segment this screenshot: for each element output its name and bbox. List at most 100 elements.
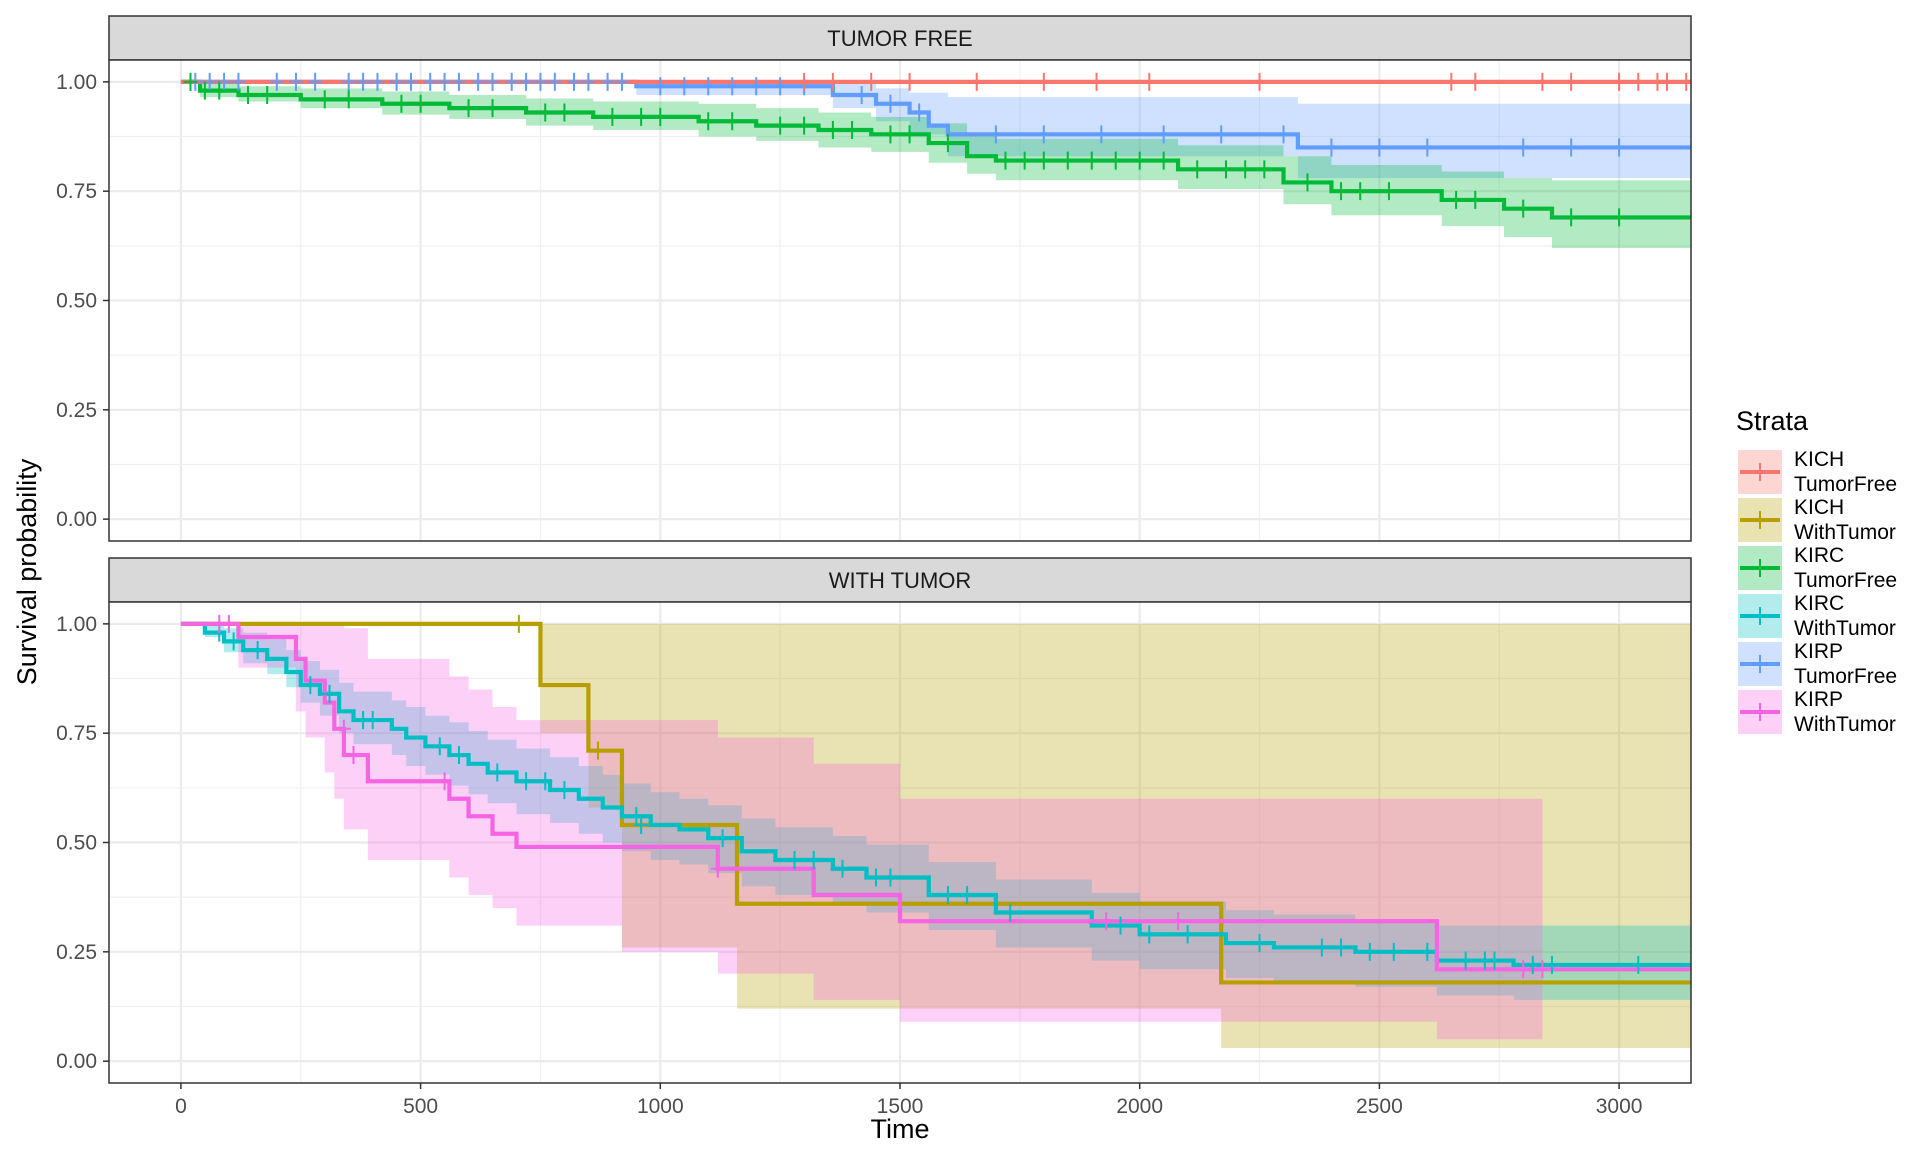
censor-mark [1525,955,1540,974]
censor-mark [197,81,212,100]
censor-mark [902,72,917,91]
censor-mark [1142,925,1157,944]
legend-label-line1: KIRC [1794,592,1844,615]
censor-mark [902,125,917,144]
y-tick-label: 1.00 [56,71,97,94]
censor-mark [519,772,534,791]
censor-mark [1420,942,1435,961]
censor-mark [701,77,716,96]
censor-mark [1353,182,1368,201]
censor-mark [221,614,236,633]
censor-mark [864,72,879,91]
strip-label-tumor-free: TUMOR FREE [827,26,972,51]
censor-mark [590,741,605,760]
censor-mark [511,614,526,633]
censor-mark [1252,934,1267,953]
censor-mark [485,72,500,91]
censor-mark [260,85,275,104]
censor-mark [797,72,812,91]
censor-mark [1017,151,1032,170]
x-axis-label: Time [871,1114,930,1144]
legend-label-line1: KICH [1794,448,1844,471]
censor-mark [1003,903,1018,922]
censor-mark [1036,151,1051,170]
censor-mark [389,72,404,91]
strip-tumor-free [108,15,1692,61]
censor-mark [365,711,380,730]
series-layer [180,614,1691,1049]
censor-mark [547,72,562,91]
censor-mark [317,90,332,109]
plot-area-with-tumor: 0.00 0.25 0.50 0.75 1.00 [56,601,1692,1084]
censor-mark [605,107,620,126]
censor-mark [538,772,553,791]
x-tick-label: 2000 [1116,1095,1163,1118]
censor-mark [1257,160,1272,179]
censor-mark [845,120,860,139]
censor-mark [1099,912,1114,931]
x-tick-label: 2500 [1356,1095,1403,1118]
y-tick-label: 0.50 [56,290,97,313]
censor-mark [1487,951,1502,970]
legend-label-line2: WithTumor [1794,521,1896,544]
ci-band-kirp-tumorfree [180,81,1691,179]
censor-mark [504,72,519,91]
censor-mark [1564,138,1579,157]
censor-mark [1544,955,1559,974]
censor-mark [634,816,649,835]
censor-mark [437,72,452,91]
censor-mark [710,859,725,878]
censor-mark [1468,190,1483,209]
censor-mark [1171,912,1186,931]
censor-mark [341,90,356,109]
censor-mark [912,103,927,122]
censor-mark [212,81,227,100]
censor-mark [1113,916,1128,935]
legend-label-line1: KIRC [1794,544,1844,567]
censor-mark [461,99,476,118]
censor-mark [432,737,447,756]
legend-key-cross [1753,607,1767,625]
legend-label-line1: KICH [1794,496,1844,519]
censor-mark [1372,138,1387,157]
censor-mark [1324,138,1339,157]
legend-key-cross [1753,703,1767,721]
y-tick-label: 0.00 [56,1050,97,1073]
censor-mark [226,632,241,651]
legend-label-line2: TumorFree [1794,473,1897,496]
censor-mark [1132,151,1147,170]
censor-mark [715,829,730,848]
km-line-kich-withtumor [180,621,1691,985]
censor-mark [1535,72,1550,91]
censor-mark [797,116,812,135]
censor-mark [490,763,505,782]
x-tick-label: 1500 [877,1095,924,1118]
legend-label-line1: KIRP [1794,688,1843,711]
censor-mark [1631,72,1646,91]
censor-mark [404,72,419,91]
censor-mark [725,77,740,96]
censor-mark [1660,72,1675,91]
censor-mark [653,107,668,126]
censor-mark [940,885,955,904]
censor-mark [1612,208,1627,227]
censor-mark [1060,151,1075,170]
strip-label-with-tumor: WITH TUMOR [829,568,972,593]
censor-mark [250,641,265,660]
censor-mark [1420,138,1435,157]
x-axis: 0 500 1000 1500 2000 2500 3000 [175,1083,1642,1118]
censor-mark [1108,151,1123,170]
censor-mark [1314,938,1329,957]
censor-mark [1252,72,1267,91]
censor-mark [1612,138,1627,157]
km-line-kirp-withtumor [180,621,1691,972]
censor-mark [423,72,438,91]
censor-mark [1362,942,1377,961]
censor-mark [346,746,361,765]
censor-mark [1458,951,1473,970]
censor-mark [725,112,740,131]
censor-mark [869,868,884,887]
censor-mark [1564,208,1579,227]
censor-mark [1516,199,1531,218]
